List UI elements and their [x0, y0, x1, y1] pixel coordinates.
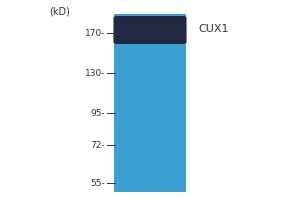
Text: CUX1: CUX1 [198, 24, 229, 34]
Text: 170-: 170- [85, 28, 105, 38]
Text: 95-: 95- [90, 108, 105, 117]
Text: (kD): (kD) [50, 6, 70, 16]
Text: 130-: 130- [85, 68, 105, 77]
Bar [114, 14, 186, 192]
Text: 55-: 55- [90, 178, 105, 188]
FancyBboxPatch shape [113, 16, 187, 44]
Text: 72-: 72- [90, 140, 105, 149]
FancyBboxPatch shape [116, 28, 184, 36]
